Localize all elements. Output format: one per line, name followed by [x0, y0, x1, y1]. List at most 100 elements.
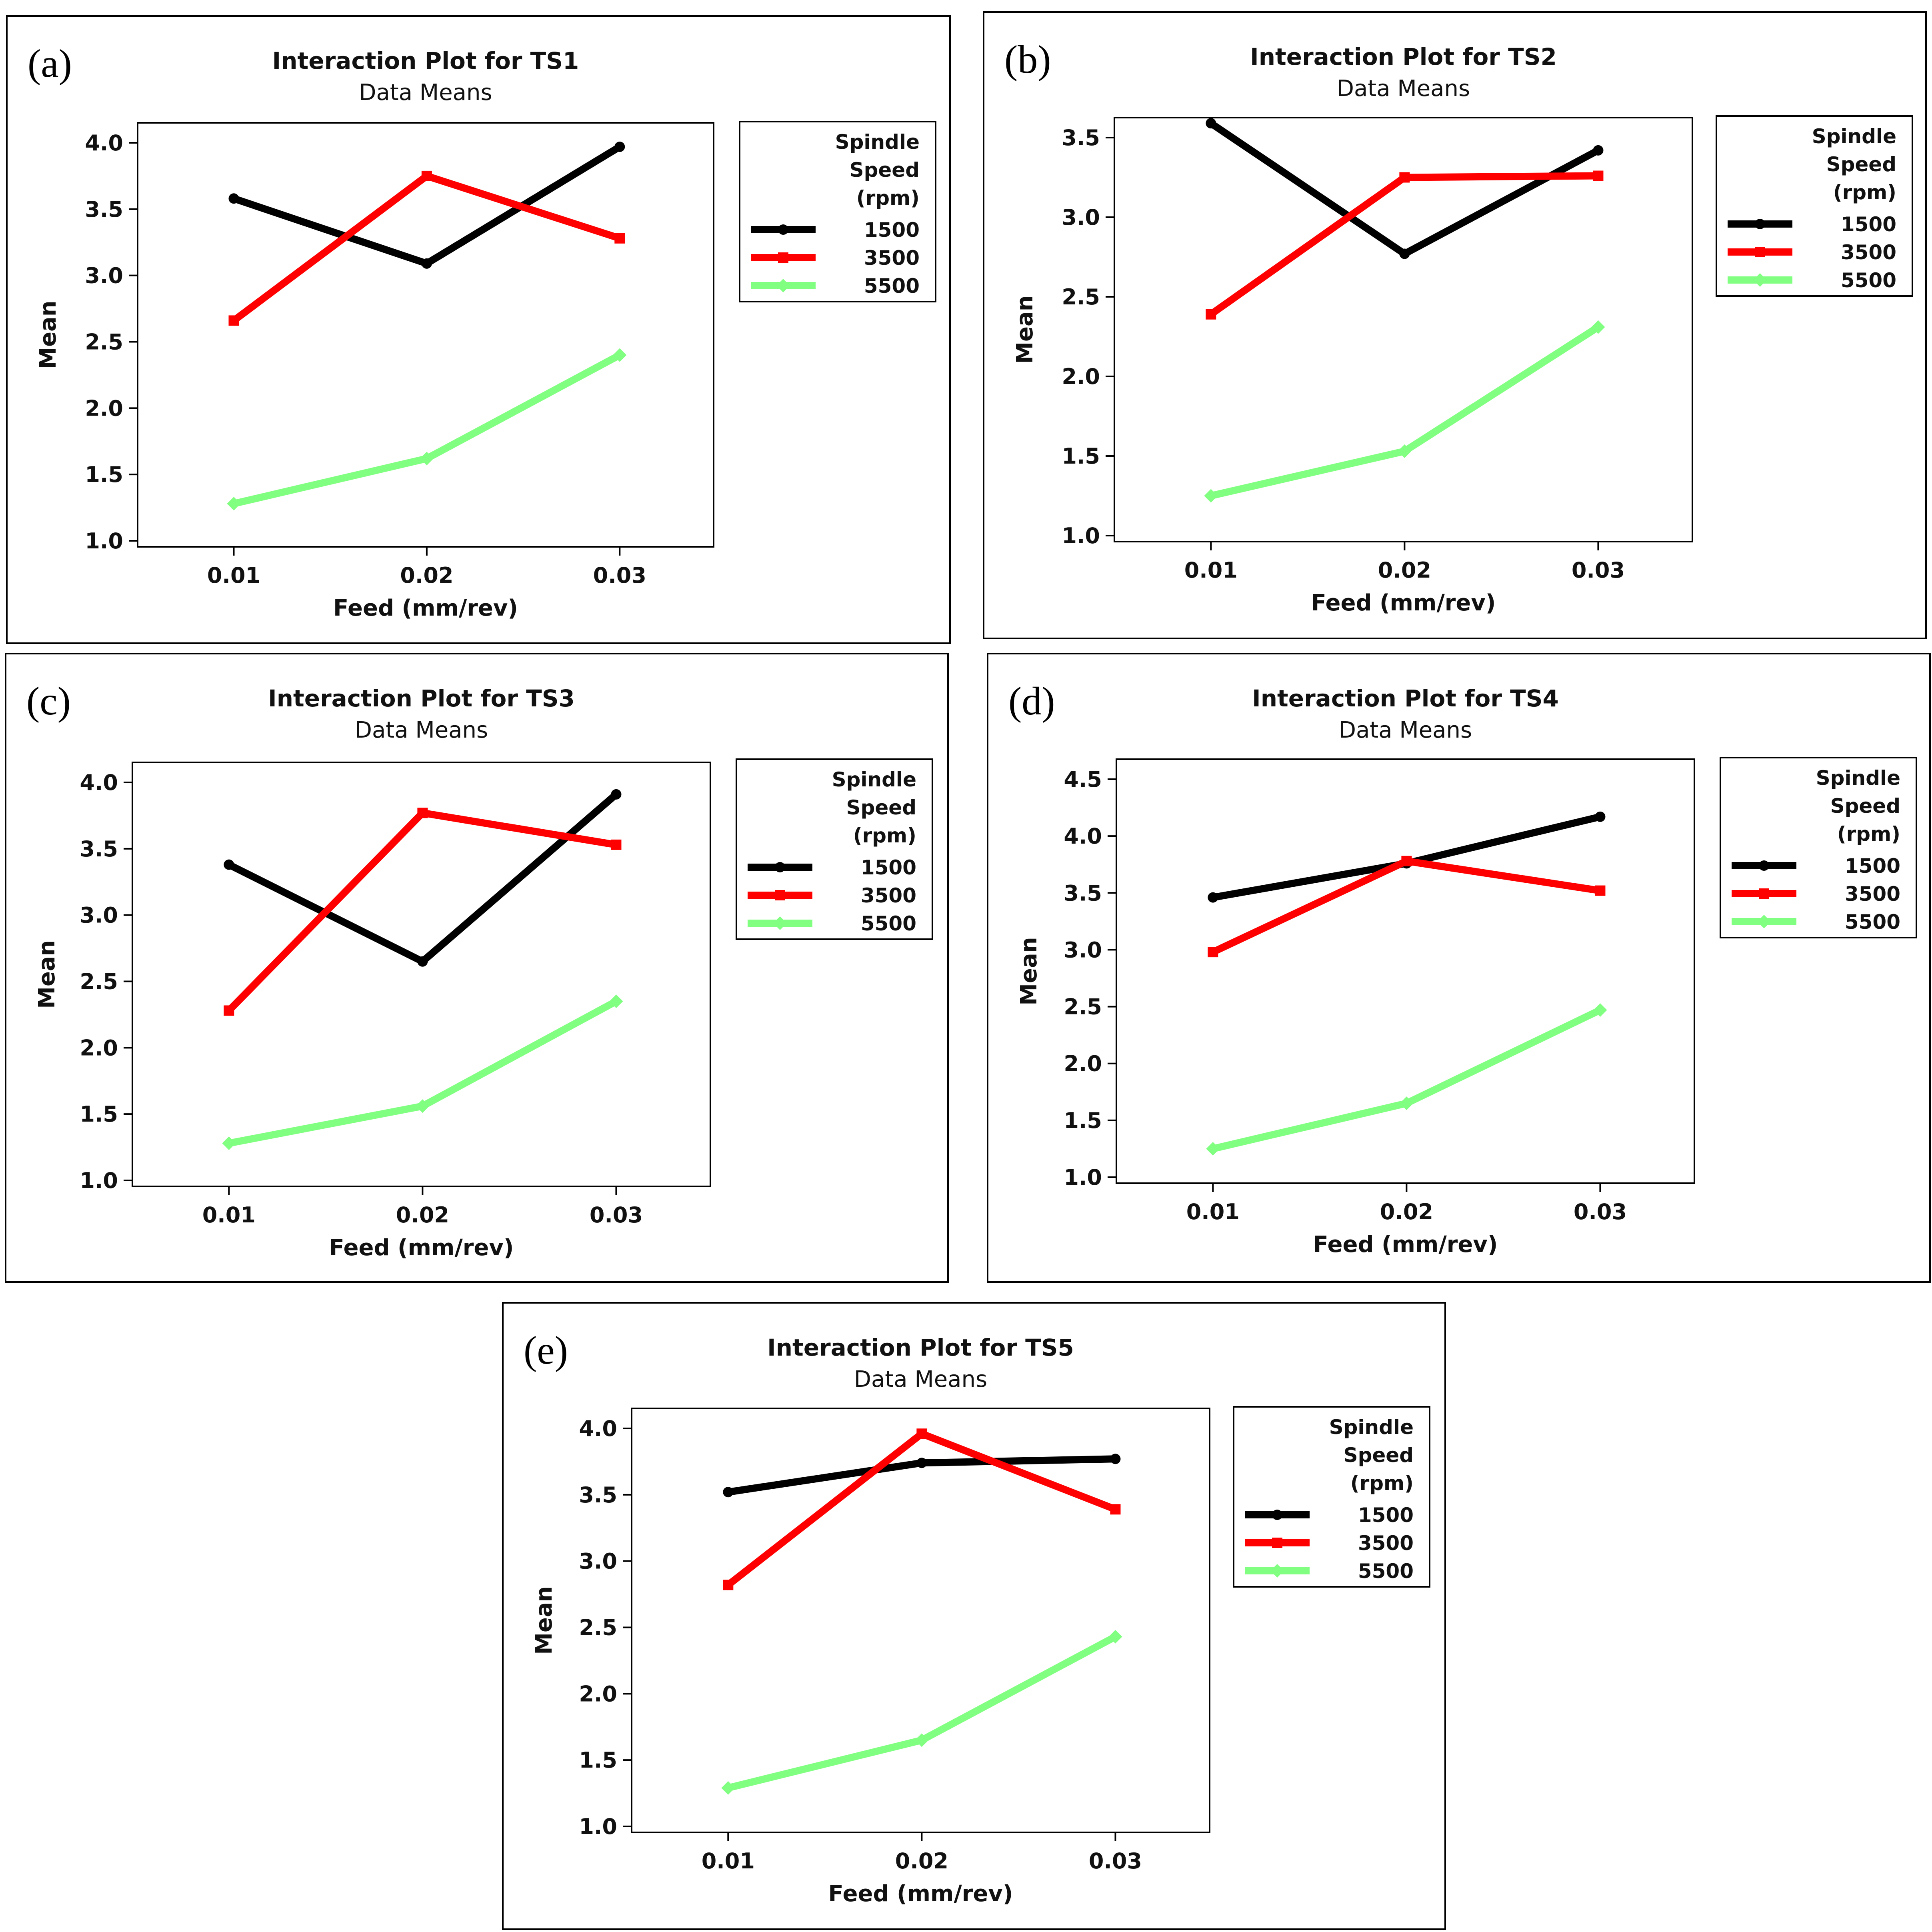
interaction-plot-ts4: (d) Interaction Plot for TS4 Data Means 1.0…: [1008, 679, 1917, 1258]
legend-title: Speed: [1344, 1444, 1414, 1467]
plot-frame: [631, 1408, 1210, 1833]
y-tick-label: 3.0: [579, 1549, 617, 1574]
data-point-3500: [421, 170, 432, 181]
legend-title: Speed: [850, 158, 920, 182]
y-tick-label: 1.0: [579, 1814, 617, 1839]
series-5500: [1204, 320, 1605, 503]
data-point-5500: [1400, 1096, 1414, 1110]
series-5500: [222, 994, 623, 1150]
chart-title: Interaction Plot for TS1: [272, 47, 579, 74]
legend-title: Speed: [1826, 153, 1896, 176]
legend-entry-3500: 3500: [1841, 241, 1896, 264]
legend-entry-1500: 1500: [1845, 854, 1900, 878]
interaction-plot-ts3: (c) Interaction Plot for TS3 Data Means 1.0…: [26, 679, 933, 1261]
y-tick-label: 2.0: [85, 396, 123, 421]
legend-marker-3500: [775, 890, 785, 900]
x-tick-label: 0.03: [590, 1202, 643, 1228]
data-point-5500: [1398, 444, 1412, 458]
data-point-3500: [614, 233, 625, 244]
y-tick-label: 1.0: [1064, 1165, 1102, 1190]
legend-entry-1500: 1500: [861, 856, 916, 879]
y-tick-label: 3.5: [1064, 880, 1102, 906]
x-tick-label: 0.03: [1574, 1199, 1627, 1224]
chart-subtitle: Data Means: [359, 80, 492, 106]
data-point-1500: [1593, 145, 1604, 156]
series-1500: [228, 141, 625, 269]
legend-marker-1500: [1759, 860, 1769, 871]
x-axis-label: Feed (mm/rev): [828, 1881, 1013, 1907]
legend-marker-5500: [1757, 915, 1771, 928]
data-point-5500: [1108, 1630, 1122, 1644]
legend-marker-5500: [1753, 273, 1767, 287]
legend-entry-3500: 3500: [861, 884, 916, 907]
legend-entry-5500: 5500: [1358, 1560, 1414, 1583]
series-3500: [228, 170, 625, 326]
interaction-plot-ts2: (b) Interaction Plot for TS2 Data Means 1.0…: [1004, 37, 1913, 616]
y-tick-label: 2.5: [80, 969, 118, 994]
series-3500: [1208, 856, 1606, 958]
legend-title: Spindle: [832, 768, 916, 791]
legend: Spindle Speed (rpm) 1500 3500 5500: [1233, 1406, 1430, 1588]
y-tick-label: 3.5: [579, 1482, 617, 1508]
series-5500: [1206, 1003, 1607, 1156]
data-point-1500: [1399, 248, 1410, 259]
data-point-3500: [1593, 170, 1604, 181]
y-tick-label: 1.5: [1062, 444, 1100, 469]
series-line-1500: [232, 144, 622, 268]
data-point-1500: [228, 193, 239, 204]
x-axis-label: Feed (mm/rev): [1311, 590, 1496, 616]
interaction-plot-ts5: (e) Interaction Plot for TS5 Data Means 1.0…: [524, 1328, 1430, 1907]
chart-title: Interaction Plot for TS2: [1250, 43, 1557, 70]
y-tick-label: 3.5: [1062, 125, 1100, 150]
y-tick-label: 2.5: [579, 1615, 617, 1640]
legend-marker-3500: [778, 252, 788, 263]
legend-title: Spindle: [1816, 766, 1900, 790]
series-line-5500: [228, 998, 618, 1147]
x-tick-label: 0.02: [895, 1848, 948, 1874]
data-point-1500: [1208, 892, 1218, 903]
y-tick-label: 4.5: [1064, 767, 1102, 792]
y-tick-label: 1.0: [85, 528, 123, 554]
legend-entry-3500: 3500: [864, 246, 920, 270]
data-point-3500: [723, 1580, 734, 1590]
y-tick-label: 1.0: [80, 1168, 118, 1193]
legend-entry-3500: 3500: [1845, 882, 1900, 906]
y-tick-label: 1.5: [1064, 1108, 1102, 1133]
y-axis-label: Mean: [531, 1586, 557, 1654]
legend-title: Spindle: [835, 130, 920, 154]
y-tick-label: 4.0: [80, 770, 118, 795]
legend-entry-5500: 5500: [861, 912, 916, 935]
panel-label: (e): [524, 1328, 568, 1372]
data-point-3500: [916, 1428, 927, 1439]
series-1500: [1206, 118, 1604, 259]
legend-entry-5500: 5500: [1845, 910, 1900, 934]
chart-title: Interaction Plot for TS4: [1252, 685, 1559, 712]
legend-title: (rpm): [1837, 822, 1900, 846]
x-axis-label: Feed (mm/rev): [1313, 1232, 1498, 1258]
data-point-1500: [614, 141, 625, 152]
series-line-1500: [1209, 120, 1600, 258]
y-axis-label: Mean: [1012, 295, 1038, 364]
series-line-5500: [233, 352, 622, 507]
data-point-5500: [915, 1733, 929, 1747]
data-point-1500: [224, 859, 234, 870]
chart-subtitle: Data Means: [854, 1366, 987, 1392]
series-line-3500: [726, 1430, 1117, 1588]
data-point-3500: [611, 839, 622, 850]
legend-marker-5500: [776, 279, 790, 292]
series-1500: [224, 789, 622, 967]
legend-entry-1500: 1500: [1358, 1504, 1414, 1527]
legend-entry-5500: 5500: [1841, 269, 1896, 292]
interaction-plot-ts1: (a) Interaction Plot for TS1 Data Means 1.0…: [28, 41, 936, 621]
series-line-5500: [1212, 1006, 1602, 1152]
data-point-3500: [1208, 947, 1218, 958]
x-tick-label: 0.02: [400, 563, 453, 588]
x-tick-label: 0.01: [1186, 1199, 1240, 1224]
data-point-3500: [417, 808, 428, 818]
legend-marker-1500: [1755, 219, 1765, 229]
y-axis-label: Mean: [1016, 937, 1042, 1005]
x-tick-label: 0.01: [202, 1202, 256, 1228]
data-point-1500: [1595, 811, 1606, 822]
chart-title: Interaction Plot for TS3: [268, 685, 575, 712]
series-line-3500: [1211, 857, 1601, 956]
